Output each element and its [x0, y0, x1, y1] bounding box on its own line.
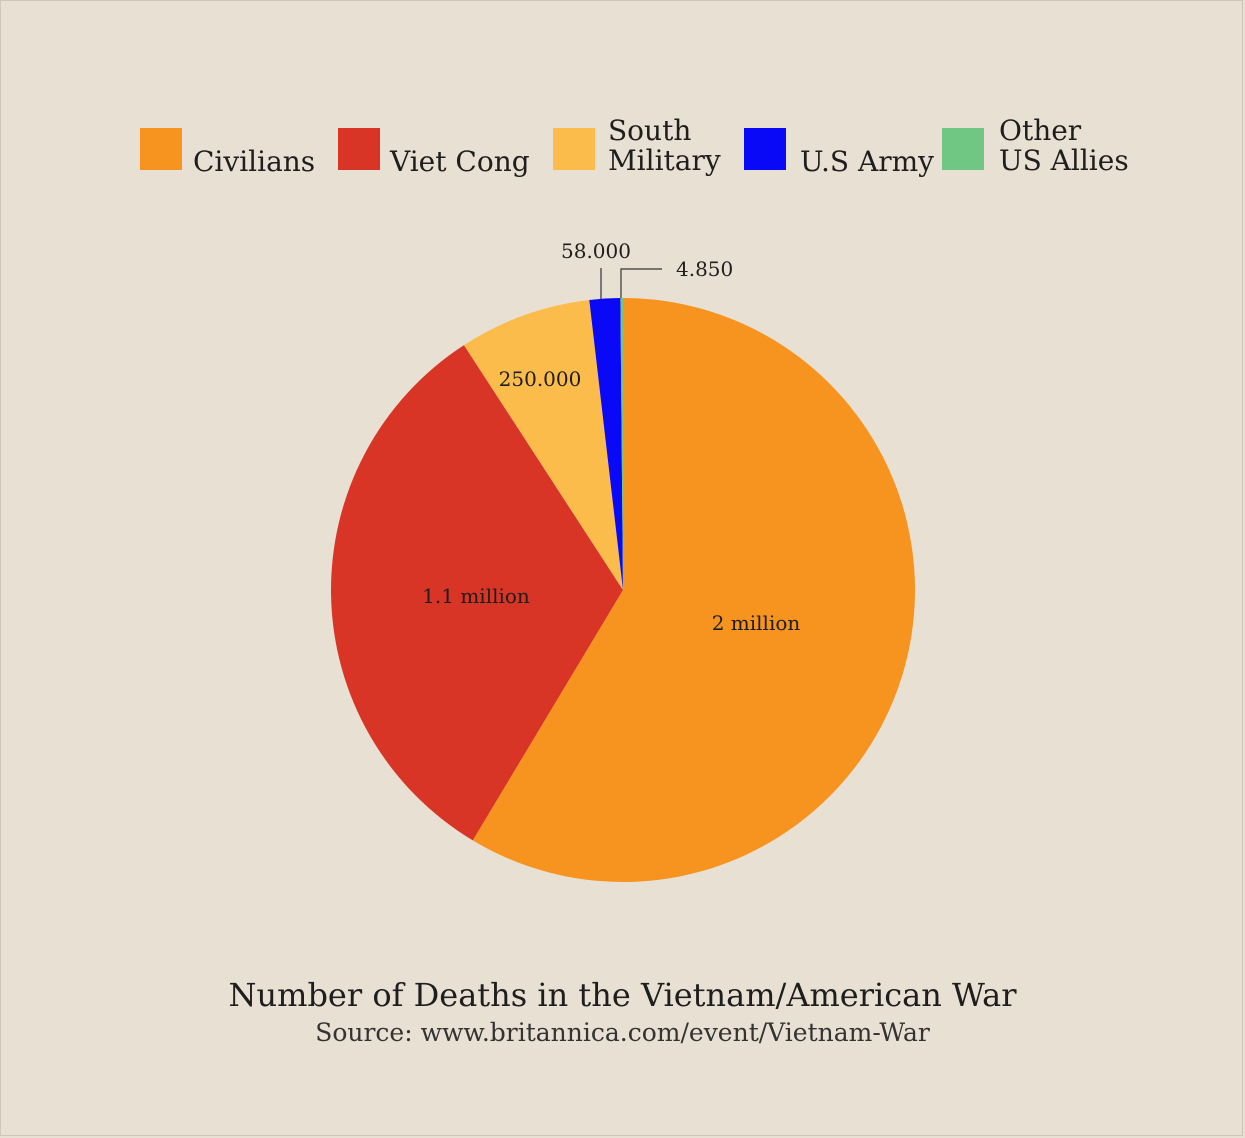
legend-label-other-us-allies: Other US Allies: [999, 114, 1129, 177]
slice-label-other-us-allies: 4.850: [676, 257, 733, 281]
pie-slice-other-us-allies: [620, 298, 623, 590]
slice-label-viet-cong: 1.1 million: [422, 584, 530, 608]
legend-label-viet-cong: Viet Cong: [390, 145, 530, 178]
callout-line-other-us-allies: [620, 268, 662, 298]
pie-slice-viet-cong: [330, 345, 623, 841]
pie-slices: [330, 298, 916, 882]
legend-swatch-us-army: [744, 128, 786, 170]
legend-label-south-military: South Military: [608, 114, 721, 177]
pie-slice-south-military: [463, 299, 623, 590]
legend-label-civilians: Civilians: [193, 145, 316, 178]
legend-label-us-army: U.S Army: [800, 145, 934, 178]
legend: Civilians Viet Cong South Military U.S A…: [0, 0, 1245, 200]
pie-slice-us-army: [589, 298, 623, 590]
legend-swatch-other-us-allies: [942, 128, 984, 170]
legend-swatch-civilians: [140, 128, 182, 170]
pie-slice-civilians: [472, 298, 916, 882]
slice-label-south-military: 250.000: [499, 367, 582, 391]
chart-source: Source: www.britannica.com/event/Vietnam…: [315, 1018, 930, 1047]
chart-title: Number of Deaths in the Vietnam/American…: [228, 976, 1017, 1014]
slice-label-us-army: 58.000: [561, 239, 631, 263]
slice-label-civilians: 2 million: [712, 611, 801, 635]
pie-labels: 2 million 1.1 million 250.000 58.000 4.8…: [422, 239, 800, 635]
legend-swatch-viet-cong: [338, 128, 380, 170]
legend-swatch-south-military: [553, 128, 595, 170]
